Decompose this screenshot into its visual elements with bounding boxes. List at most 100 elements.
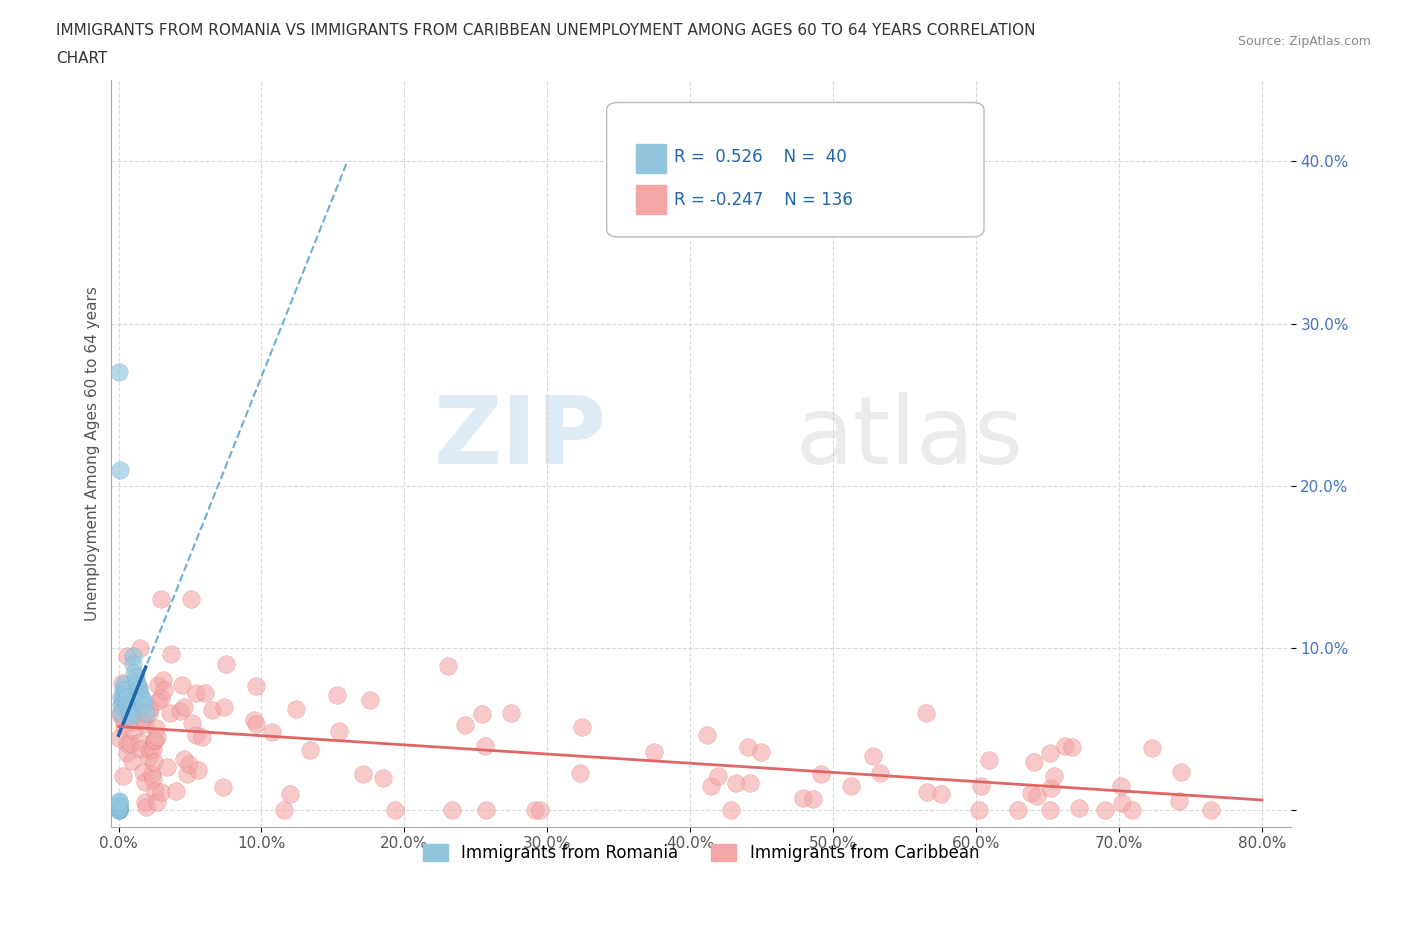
- Point: [173, 699, 195, 714]
- Point: [215, 657, 238, 671]
- Point: [115, 689, 138, 704]
- Point: [142, 732, 165, 747]
- Point: [121, 657, 143, 671]
- Point: [131, 689, 153, 704]
- Point: [176, 767, 198, 782]
- Point: [967, 803, 990, 817]
- Point: [201, 702, 224, 717]
- Point: [153, 682, 176, 697]
- Point: [138, 706, 160, 721]
- Point: [149, 785, 172, 800]
- Point: [120, 709, 142, 724]
- Point: [125, 700, 148, 715]
- Point: [160, 647, 183, 662]
- Point: [129, 686, 152, 701]
- Point: [115, 648, 138, 663]
- Point: [326, 688, 349, 703]
- FancyBboxPatch shape: [606, 102, 984, 237]
- Point: [839, 778, 862, 793]
- Point: [110, 698, 132, 712]
- Point: [110, 689, 132, 704]
- Point: [523, 803, 546, 817]
- Text: CHART: CHART: [56, 51, 108, 66]
- Point: [571, 720, 593, 735]
- Text: IMMIGRANTS FROM ROMANIA VS IMMIGRANTS FROM CARIBBEAN UNEMPLOYMENT AMONG AGES 60 : IMMIGRANTS FROM ROMANIA VS IMMIGRANTS FR…: [56, 23, 1036, 38]
- Point: [1022, 754, 1045, 769]
- Point: [139, 700, 162, 715]
- Legend: Immigrants from Romania, Immigrants from Caribbean: Immigrants from Romania, Immigrants from…: [415, 836, 987, 870]
- Point: [159, 706, 181, 721]
- Point: [111, 689, 134, 704]
- Point: [141, 766, 163, 781]
- Point: [191, 730, 214, 745]
- Point: [471, 706, 494, 721]
- Point: [359, 693, 381, 708]
- Point: [1067, 801, 1090, 816]
- Point: [1026, 789, 1049, 804]
- Point: [142, 742, 165, 757]
- Point: [107, 802, 129, 817]
- Point: [112, 718, 135, 733]
- Point: [121, 649, 143, 664]
- Point: [110, 706, 132, 721]
- Point: [1140, 740, 1163, 755]
- Point: [111, 769, 134, 784]
- Point: [1167, 793, 1189, 808]
- Point: [184, 685, 207, 700]
- Point: [725, 776, 748, 790]
- Point: [135, 800, 157, 815]
- Point: [111, 682, 134, 697]
- Point: [187, 763, 209, 777]
- Point: [146, 693, 169, 708]
- Point: [499, 705, 522, 720]
- Point: [179, 757, 201, 772]
- Point: [454, 717, 477, 732]
- Point: [108, 462, 131, 477]
- Point: [146, 729, 169, 744]
- Point: [792, 790, 814, 805]
- Point: [156, 760, 179, 775]
- Point: [149, 592, 172, 607]
- Point: [243, 712, 266, 727]
- Point: [107, 795, 129, 810]
- Point: [1094, 803, 1116, 817]
- Point: [1170, 764, 1192, 779]
- Bar: [636, 185, 665, 215]
- Point: [328, 724, 350, 738]
- Point: [1053, 738, 1076, 753]
- Point: [128, 681, 150, 696]
- Point: [1019, 786, 1042, 801]
- Point: [107, 798, 129, 813]
- Point: [112, 676, 135, 691]
- Point: [107, 800, 129, 815]
- Point: [1111, 778, 1133, 793]
- Point: [437, 658, 460, 673]
- Point: [862, 748, 884, 763]
- Point: [114, 683, 136, 698]
- Point: [245, 679, 267, 694]
- Point: [1007, 803, 1029, 817]
- Point: [180, 592, 202, 607]
- Point: [474, 738, 496, 753]
- Point: [869, 765, 891, 780]
- Point: [127, 705, 149, 720]
- Point: [720, 803, 742, 817]
- Point: [127, 676, 149, 691]
- Point: [273, 803, 295, 817]
- Point: [1199, 803, 1222, 817]
- Point: [707, 768, 730, 783]
- Point: [115, 737, 138, 751]
- Point: [181, 716, 204, 731]
- Point: [118, 736, 141, 751]
- Point: [107, 803, 129, 817]
- Point: [122, 714, 145, 729]
- Point: [260, 724, 283, 739]
- Point: [299, 743, 322, 758]
- Point: [107, 800, 129, 815]
- Point: [150, 691, 173, 706]
- Point: [107, 803, 129, 817]
- Point: [1039, 745, 1062, 760]
- Point: [118, 706, 141, 721]
- Point: [810, 767, 832, 782]
- Point: [184, 728, 207, 743]
